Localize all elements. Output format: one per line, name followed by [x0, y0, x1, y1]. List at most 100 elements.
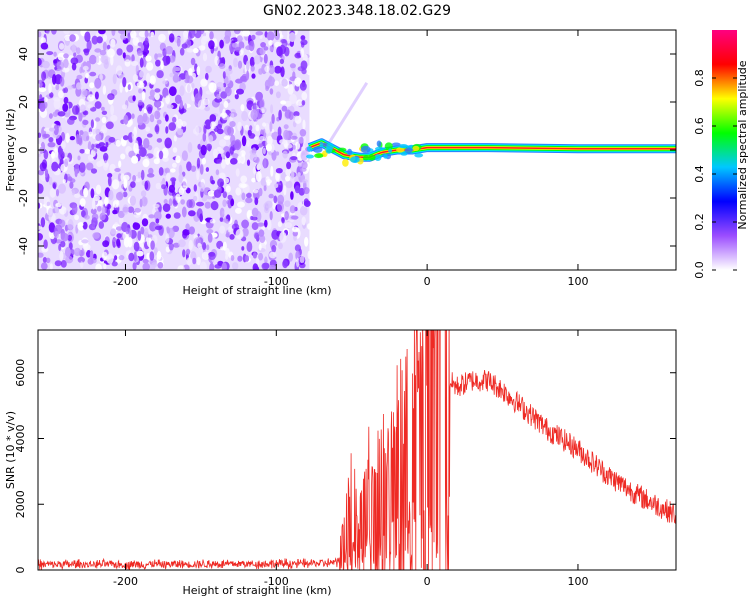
noise-speckle: [294, 244, 301, 252]
noise-speckle: [53, 148, 58, 153]
noise-speckle: [250, 65, 255, 72]
noise-speckle: [49, 188, 56, 198]
x-tick-label: -100: [264, 575, 289, 588]
noise-speckle: [237, 201, 245, 208]
noise-speckle: [101, 110, 108, 116]
noise-speckle: [277, 221, 282, 228]
noise-speckle: [43, 150, 49, 160]
noise-speckle: [149, 114, 155, 123]
noise-speckle: [47, 142, 56, 148]
noise-speckle: [185, 248, 191, 256]
noise-speckle: [281, 217, 285, 222]
noise-speckle: [227, 194, 233, 200]
noise-speckle: [91, 222, 96, 229]
y-tick-label: 2000: [14, 490, 27, 518]
noise-speckle: [40, 37, 46, 44]
noise-speckle: [143, 227, 149, 238]
noise-speckle: [91, 35, 99, 45]
signal-blob: [362, 155, 370, 161]
noise-speckle: [57, 111, 66, 117]
noise-speckle: [222, 199, 227, 207]
signal-blob: [414, 153, 424, 158]
noise-speckle: [63, 30, 71, 35]
x-tick-label: -200: [113, 275, 138, 288]
noise-speckle: [146, 72, 151, 83]
noise-speckle: [80, 261, 84, 268]
noise-speckle: [287, 83, 294, 95]
noise-speckle: [168, 198, 173, 207]
noise-speckle: [89, 71, 97, 77]
noise-speckle: [209, 114, 217, 123]
signal-blob: [391, 142, 401, 147]
noise-speckle: [259, 235, 266, 243]
noise-speckle: [74, 169, 78, 178]
noise-speckle: [234, 46, 241, 52]
noise-speckle: [112, 209, 118, 215]
noise-speckle: [158, 150, 164, 160]
noise-speckle: [94, 48, 102, 53]
noise-speckle: [177, 265, 185, 270]
noise-speckle: [118, 255, 125, 261]
noise-speckle: [59, 43, 65, 50]
noise-speckle: [124, 59, 131, 67]
noise-speckle: [182, 178, 188, 188]
noise-speckle: [67, 85, 74, 90]
noise-speckle: [165, 114, 169, 122]
noise-speckle: [132, 262, 137, 270]
noise-speckle: [173, 135, 177, 142]
noise-speckle: [177, 128, 184, 136]
noise-speckle: [95, 184, 102, 195]
noise-speckle: [216, 94, 221, 100]
noise-speckle: [180, 199, 185, 205]
noise-speckle: [231, 223, 240, 231]
noise-speckle: [170, 177, 177, 183]
noise-speckle: [149, 89, 155, 98]
noise-speckle: [154, 93, 160, 101]
noise-speckle: [188, 68, 193, 77]
noise-speckle: [297, 66, 305, 72]
noise-speckle: [254, 136, 259, 141]
noise-speckle: [266, 219, 272, 231]
noise-speckle: [89, 82, 95, 89]
noise-speckle: [221, 159, 226, 169]
noise-speckle: [142, 115, 150, 125]
noise-speckle: [219, 39, 224, 49]
noise-speckle: [122, 191, 128, 198]
noise-speckle: [301, 216, 306, 226]
noise-speckle: [131, 113, 135, 119]
noise-speckle: [181, 43, 188, 49]
noise-speckle: [231, 113, 235, 118]
noise-speckle: [214, 264, 222, 269]
noise-speckle: [101, 116, 107, 124]
y-tick-label: 4000: [14, 424, 27, 452]
signal-blob: [342, 158, 349, 167]
signal-blob: [350, 156, 360, 163]
noise-speckle: [149, 75, 156, 85]
noise-speckle: [150, 240, 155, 250]
noise-speckle: [146, 173, 155, 178]
noise-speckle: [160, 60, 164, 70]
noise-speckle: [188, 30, 196, 39]
noise-speckle: [244, 124, 249, 131]
noise-speckle: [196, 157, 201, 169]
noise-speckle: [135, 64, 139, 75]
noise-speckle: [179, 85, 185, 97]
noise-speckle: [95, 263, 102, 270]
noise-speckle: [90, 208, 97, 215]
noise-speckle: [71, 44, 76, 53]
noise-speckle: [284, 100, 292, 107]
noise-speckle: [227, 126, 235, 136]
noise-speckle: [225, 151, 231, 159]
noise-speckle: [86, 39, 92, 51]
noise-speckle: [219, 217, 224, 222]
noise-speckle: [202, 132, 207, 142]
noise-speckle: [178, 164, 183, 175]
noise-speckle: [188, 239, 193, 251]
noise-speckle: [252, 252, 257, 259]
noise-speckle: [292, 144, 296, 150]
noise-speckle: [207, 233, 213, 243]
noise-speckle: [122, 135, 129, 141]
noise-speckle: [149, 251, 155, 261]
bottom-axes-frame: [37, 329, 677, 571]
